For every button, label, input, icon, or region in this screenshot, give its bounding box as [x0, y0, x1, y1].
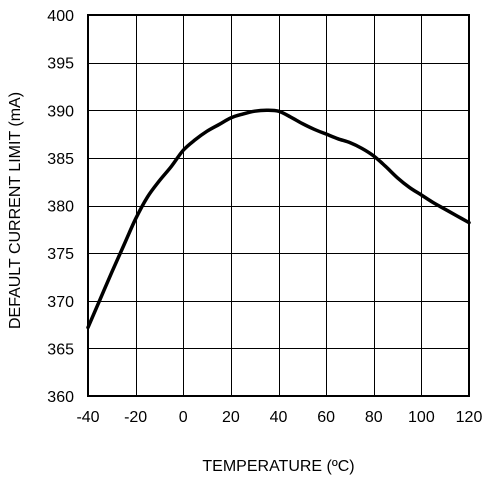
x-tick-label: 120 [456, 409, 483, 426]
x-tick-label: -40 [76, 409, 99, 426]
plot-area-frame [87, 14, 470, 397]
x-axis-title: TEMPERATURE (ºC) [202, 458, 354, 475]
y-tick-label: 395 [47, 56, 74, 73]
grid [88, 15, 470, 397]
y-tick-label: 370 [47, 294, 74, 311]
x-tick-label: -20 [124, 409, 147, 426]
y-tick-label: 400 [47, 8, 74, 25]
y-tick-label: 375 [47, 246, 74, 263]
x-tick-label: 40 [270, 409, 288, 426]
y-tick-label: 365 [47, 341, 74, 358]
series-lines [86, 108, 471, 330]
y-tick-label: 385 [47, 151, 74, 168]
x-axis-tick-labels: -40 -20 0 20 40 60 80 100 120 [76, 409, 482, 426]
y-axis-title: DEFAULT CURRENT LIMIT (mA) [7, 92, 24, 329]
series-line-1 [86, 108, 471, 330]
y-tick-label: 360 [47, 389, 74, 406]
y-tick-label: 390 [47, 103, 74, 120]
x-tick-label: 60 [317, 409, 335, 426]
x-tick-label: 0 [179, 409, 188, 426]
x-tick-label: 80 [365, 409, 383, 426]
y-tick-label: 380 [47, 199, 74, 216]
x-tick-label: 20 [222, 409, 240, 426]
y-axis-tick-labels: 360 365 370 375 380 385 390 395 400 [47, 8, 74, 406]
x-tick-label: 100 [408, 409, 435, 426]
